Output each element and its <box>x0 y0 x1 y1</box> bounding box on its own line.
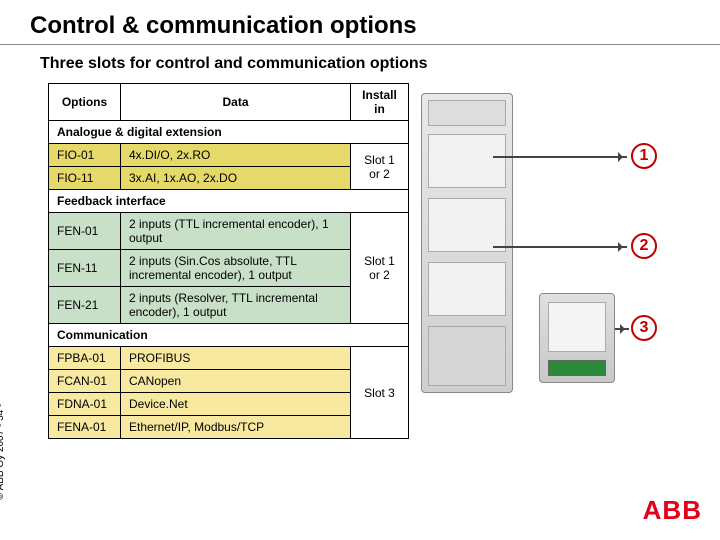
device-module <box>539 293 615 383</box>
device-top-panel <box>428 100 506 126</box>
section-header: Feedback interface <box>49 190 409 213</box>
device-slot-2 <box>428 198 506 252</box>
page-subtitle: Three slots for control and communicatio… <box>0 45 720 83</box>
data-cell: CANopen <box>121 370 351 393</box>
device-illustration: 1 2 3 <box>421 83 681 463</box>
option-cell: FIO-11 <box>49 167 121 190</box>
abb-logo: ABB <box>643 495 702 526</box>
content-area: Options Data Install in Analogue & digit… <box>0 83 720 463</box>
device-slot-3 <box>428 262 506 316</box>
device-bottom-panel <box>428 326 506 386</box>
option-cell: FEN-01 <box>49 213 121 250</box>
options-table: Options Data Install in Analogue & digit… <box>48 83 409 439</box>
option-cell: FEN-21 <box>49 287 121 324</box>
arrow-2 <box>493 246 627 248</box>
data-cell: 2 inputs (Sin.Cos absolute, TTL incremen… <box>121 250 351 287</box>
data-cell: 3x.AI, 1x.AO, 2x.DO <box>121 167 351 190</box>
data-cell: 2 inputs (Resolver, TTL incremental enco… <box>121 287 351 324</box>
data-cell: PROFIBUS <box>121 347 351 370</box>
data-cell: Ethernet/IP, Modbus/TCP <box>121 416 351 439</box>
section-header: Communication <box>49 324 409 347</box>
th-install: Install in <box>351 84 409 121</box>
data-cell: 4x.DI/O, 2x.RO <box>121 144 351 167</box>
callout-1: 1 <box>631 143 657 169</box>
callout-2: 2 <box>631 233 657 259</box>
arrow-1 <box>493 156 627 158</box>
install-cell: Slot 3 <box>351 347 409 439</box>
module-face <box>548 302 606 352</box>
option-cell: FENA-01 <box>49 416 121 439</box>
option-cell: FEN-11 <box>49 250 121 287</box>
page-title: Control & communication options <box>0 0 720 45</box>
callout-3: 3 <box>631 315 657 341</box>
option-cell: FCAN-01 <box>49 370 121 393</box>
install-cell: Slot 1 or 2 <box>351 213 409 324</box>
option-cell: FDNA-01 <box>49 393 121 416</box>
install-cell: Slot 1 or 2 <box>351 144 409 190</box>
device-slot-1 <box>428 134 506 188</box>
section-header: Analogue & digital extension <box>49 121 409 144</box>
th-data: Data <box>121 84 351 121</box>
data-cell: Device.Net <box>121 393 351 416</box>
data-cell: 2 inputs (TTL incremental encoder), 1 ou… <box>121 213 351 250</box>
copyright: © ABB Oy 2007 - 34 - <box>0 404 6 500</box>
option-cell: FIO-01 <box>49 144 121 167</box>
module-connector <box>548 360 606 376</box>
option-cell: FPBA-01 <box>49 347 121 370</box>
th-options: Options <box>49 84 121 121</box>
device-main <box>421 93 513 393</box>
arrow-3 <box>615 328 629 330</box>
